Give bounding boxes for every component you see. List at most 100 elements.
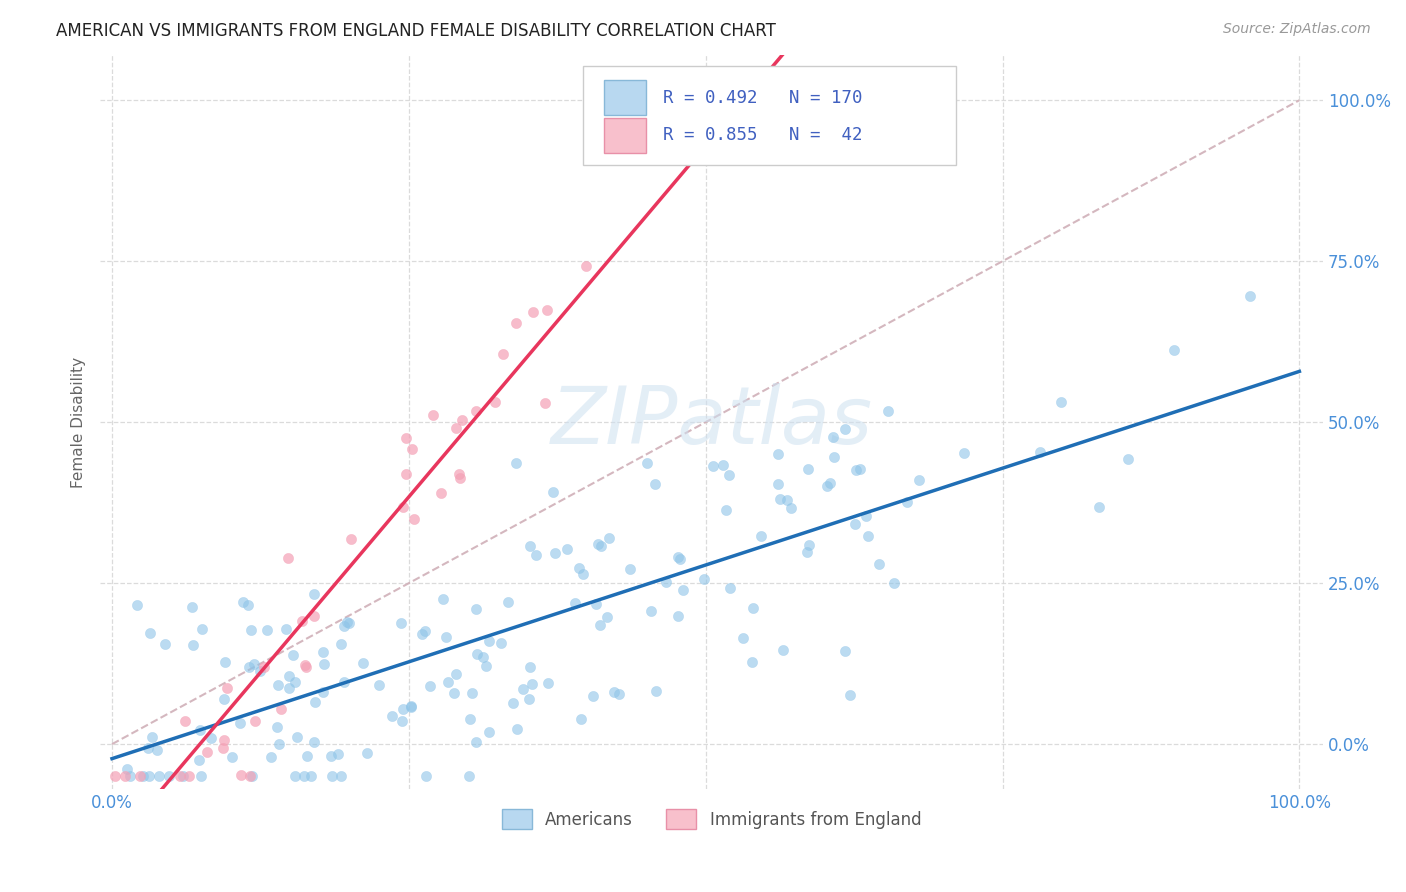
- Point: [304, 695, 326, 709]
- Point: [284, 769, 307, 783]
- Point: [281, 648, 304, 662]
- Point: [256, 623, 278, 637]
- Point: [1050, 395, 1073, 409]
- Point: [644, 477, 666, 491]
- Point: [212, 733, 235, 747]
- Point: [484, 395, 506, 409]
- Point: [295, 749, 318, 764]
- Point: [572, 567, 595, 582]
- Point: [312, 644, 335, 658]
- Point: [432, 592, 454, 607]
- Point: [702, 459, 724, 474]
- Point: [449, 471, 471, 485]
- Point: [666, 549, 689, 564]
- Point: [392, 500, 415, 515]
- Point: [191, 622, 214, 636]
- Point: [389, 616, 412, 631]
- Point: [266, 720, 288, 734]
- Point: [491, 636, 513, 650]
- Point: [524, 549, 547, 563]
- Text: AMERICAN VS IMMIGRANTS FROM ENGLAND FEMALE DISABILITY CORRELATION CHART: AMERICAN VS IMMIGRANTS FROM ENGLAND FEMA…: [56, 22, 776, 40]
- Point: [844, 463, 866, 477]
- Point: [434, 630, 457, 644]
- Point: [1239, 289, 1261, 303]
- Point: [415, 769, 437, 783]
- Point: [190, 769, 212, 783]
- Point: [748, 105, 770, 120]
- Point: [270, 702, 292, 716]
- Point: [132, 769, 155, 783]
- Point: [352, 656, 374, 670]
- Point: [637, 457, 659, 471]
- Point: [295, 660, 318, 674]
- Point: [877, 404, 900, 418]
- Point: [451, 412, 474, 426]
- Point: [693, 572, 716, 586]
- Point: [585, 597, 607, 611]
- Point: [883, 576, 905, 591]
- Point: [517, 692, 540, 706]
- Point: [779, 501, 801, 516]
- Point: [291, 614, 314, 628]
- Point: [212, 740, 235, 755]
- Point: [772, 642, 794, 657]
- Point: [465, 403, 488, 417]
- Point: [155, 637, 177, 651]
- Point: [733, 632, 755, 646]
- Point: [249, 664, 271, 678]
- Point: [285, 731, 308, 745]
- Point: [596, 610, 619, 624]
- Point: [125, 598, 148, 612]
- Point: [768, 476, 790, 491]
- Point: [582, 690, 605, 704]
- Point: [849, 461, 872, 475]
- Point: [496, 595, 519, 609]
- Point: [834, 644, 856, 658]
- Point: [672, 582, 695, 597]
- Point: [907, 473, 929, 487]
- Point: [301, 769, 323, 783]
- Point: [711, 458, 734, 472]
- Point: [229, 716, 252, 731]
- Point: [321, 769, 343, 783]
- Point: [399, 700, 422, 714]
- Point: [537, 675, 560, 690]
- Point: [239, 769, 262, 783]
- Point: [543, 485, 565, 500]
- Point: [717, 467, 740, 482]
- Point: [568, 560, 591, 574]
- Point: [157, 769, 180, 783]
- Point: [598, 531, 620, 545]
- Point: [564, 596, 586, 610]
- Text: Source: ZipAtlas.com: Source: ZipAtlas.com: [1223, 22, 1371, 37]
- FancyBboxPatch shape: [583, 66, 956, 165]
- Point: [411, 626, 433, 640]
- Point: [953, 446, 976, 460]
- Point: [856, 529, 879, 543]
- Point: [818, 476, 841, 491]
- Point: [457, 769, 479, 783]
- Point: [215, 681, 238, 696]
- Point: [467, 647, 489, 661]
- Point: [512, 681, 534, 696]
- Point: [823, 450, 845, 465]
- Point: [188, 723, 211, 737]
- Point: [776, 493, 799, 508]
- Point: [575, 259, 598, 273]
- Point: [302, 734, 325, 748]
- Point: [413, 624, 436, 639]
- Point: [381, 709, 404, 723]
- Point: [640, 604, 662, 618]
- Point: [519, 539, 541, 553]
- Point: [718, 582, 741, 596]
- Point: [536, 303, 558, 318]
- Point: [128, 769, 150, 783]
- Point: [522, 305, 544, 319]
- Point: [447, 467, 470, 481]
- Point: [834, 422, 856, 436]
- Point: [602, 685, 624, 699]
- Point: [329, 636, 352, 650]
- Point: [520, 677, 543, 691]
- Point: [214, 655, 236, 669]
- Point: [312, 657, 335, 672]
